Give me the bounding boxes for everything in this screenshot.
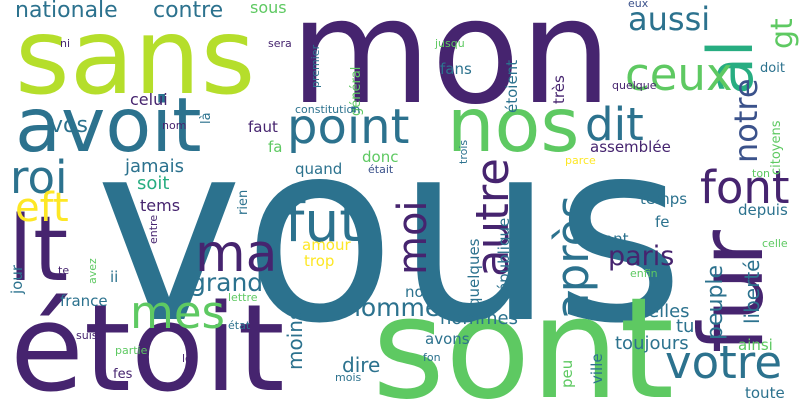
word-vous: vous	[95, 87, 685, 378]
word-amour: amour	[302, 236, 351, 254]
word-sous: sous	[250, 0, 287, 17]
word-sera: sera	[268, 37, 292, 50]
word-france: france	[60, 292, 108, 310]
word-moins: moins	[283, 309, 307, 370]
word-soit: soit	[137, 173, 170, 194]
word-mois: mois	[335, 371, 362, 384]
word-nationale: nationale	[15, 0, 118, 23]
word-te: te	[58, 264, 70, 277]
word-ainsi: ainsi	[738, 336, 773, 354]
word-peuple: peuple	[703, 264, 728, 340]
word-tu: tu	[676, 316, 695, 337]
word-avez: avez	[86, 258, 99, 284]
word-mon: mon	[290, 0, 612, 137]
word-dit: dit	[585, 98, 644, 151]
word-donc: donc	[362, 148, 399, 166]
word-celle: celle	[762, 237, 788, 250]
word-contre: contre	[153, 0, 224, 23]
word-quelque: quelque	[612, 79, 657, 92]
word-ville: ville	[588, 353, 606, 384]
word-très: très	[550, 75, 568, 104]
word-doit: doit	[760, 61, 785, 76]
word-trop: trop	[304, 252, 335, 270]
word-constitution: constitution	[295, 103, 361, 116]
word-aussi: aussi	[628, 0, 711, 38]
word-était: était	[368, 163, 394, 176]
word-fes: fes	[113, 367, 133, 382]
word-eft: eft	[15, 185, 69, 231]
word-sont: sont	[372, 268, 675, 400]
word-étoient: étoient	[503, 59, 521, 113]
word-mes: mes	[130, 286, 225, 339]
word-vos: vos	[50, 113, 88, 138]
word-paris: paris	[608, 241, 675, 272]
word-jamais: jamais	[125, 156, 184, 177]
word-point: point	[287, 99, 410, 155]
word-ii: ii	[110, 268, 119, 286]
word-fa: fa	[268, 138, 283, 156]
word-depuis: depuis	[738, 201, 788, 219]
word-hommes: hommes	[440, 308, 518, 329]
word-premier: premier	[309, 44, 322, 88]
word-lettre: lettre	[228, 291, 258, 304]
word-quelques: quelques	[465, 238, 483, 308]
word-faut: faut	[248, 118, 278, 136]
word-suis: suis	[76, 329, 98, 342]
word-république: république	[495, 217, 513, 298]
word-état: état	[228, 319, 251, 332]
word-roi: roi	[10, 151, 68, 204]
word-là: là	[199, 112, 214, 124]
word-peu: peu	[558, 359, 576, 388]
word-assemblée: assemblée	[590, 138, 671, 156]
word-nos: nos	[447, 81, 580, 169]
word-liberté: liberté	[740, 259, 764, 324]
word-toujours: toujours	[615, 333, 689, 354]
word-eux: eux	[628, 0, 649, 10]
word-fon: fon	[423, 351, 441, 364]
word-votre: votre	[665, 336, 783, 389]
word-entre: entre	[147, 214, 160, 244]
word-après: après	[546, 195, 599, 320]
word-tems: tems	[140, 196, 181, 215]
word-citoyens: citoyens	[769, 120, 784, 175]
word-jour: jour	[8, 264, 26, 294]
word-ceux: ceux	[625, 48, 733, 101]
word-fut: fut	[285, 190, 361, 254]
word-avoit: avoit	[15, 81, 202, 169]
word-sans: sans	[15, 0, 256, 118]
word-homme: homme	[345, 293, 441, 322]
word-gt: gt	[765, 18, 800, 49]
word-lt: lt	[8, 197, 69, 302]
word-trois: trois	[457, 139, 470, 164]
word-elles: elles	[648, 301, 690, 322]
word-dire: dire	[342, 353, 381, 377]
word-ton: ton	[752, 167, 771, 180]
word-ni: ni	[60, 37, 71, 50]
word-celui: celui	[130, 90, 168, 109]
word-nom: nom	[162, 119, 187, 132]
word-ma: ma	[195, 224, 278, 284]
word-tant: tant	[598, 230, 629, 248]
word-étoit: étoit	[10, 280, 285, 400]
word-quand: quand	[295, 160, 343, 178]
word-font: font	[700, 161, 790, 214]
word-enfin: enfin	[630, 267, 658, 280]
word-notre: notre	[727, 78, 765, 163]
word-moi: moi	[390, 200, 436, 275]
word-fans: fans	[440, 60, 472, 78]
word-toute: toute	[745, 384, 785, 400]
word-fe: fe	[655, 213, 670, 231]
word-grand: grand	[190, 268, 264, 297]
word-loi: loi	[182, 352, 195, 365]
word-partie: partie	[115, 344, 148, 357]
word-avons: avons	[425, 330, 470, 348]
word-non: non	[405, 283, 434, 301]
word-parce: parce	[565, 154, 596, 167]
word-rien: rien	[236, 189, 251, 215]
word-temps: temps	[640, 190, 688, 208]
word-jusqu: jusqu	[435, 37, 465, 50]
